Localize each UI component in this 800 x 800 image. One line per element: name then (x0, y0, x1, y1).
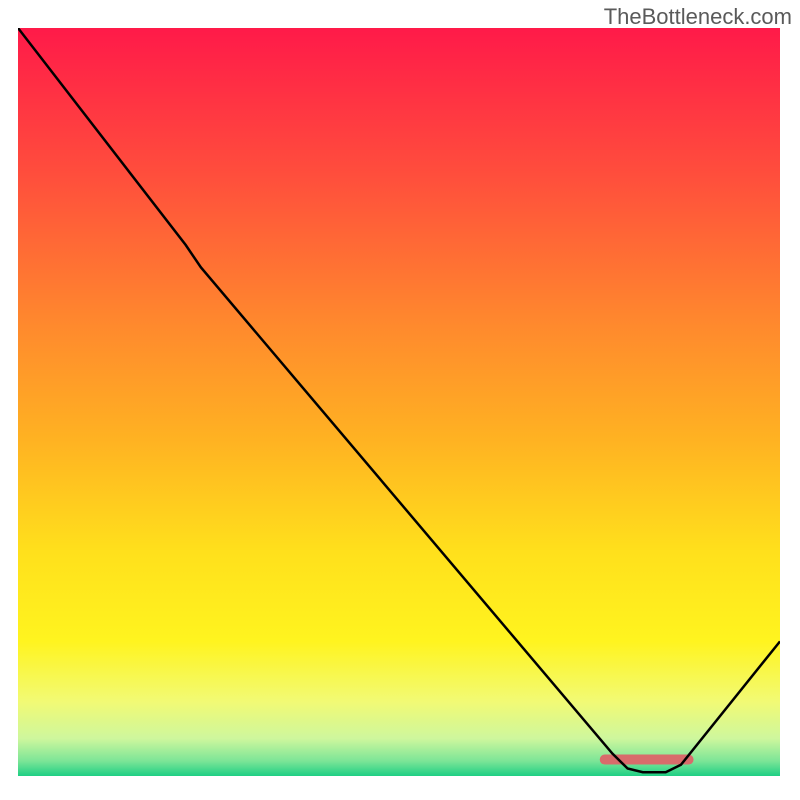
chart-plot-area (18, 28, 780, 776)
chart-svg (18, 28, 780, 776)
attribution-text: TheBottleneck.com (604, 4, 792, 30)
bottleneck-curve (18, 28, 780, 772)
